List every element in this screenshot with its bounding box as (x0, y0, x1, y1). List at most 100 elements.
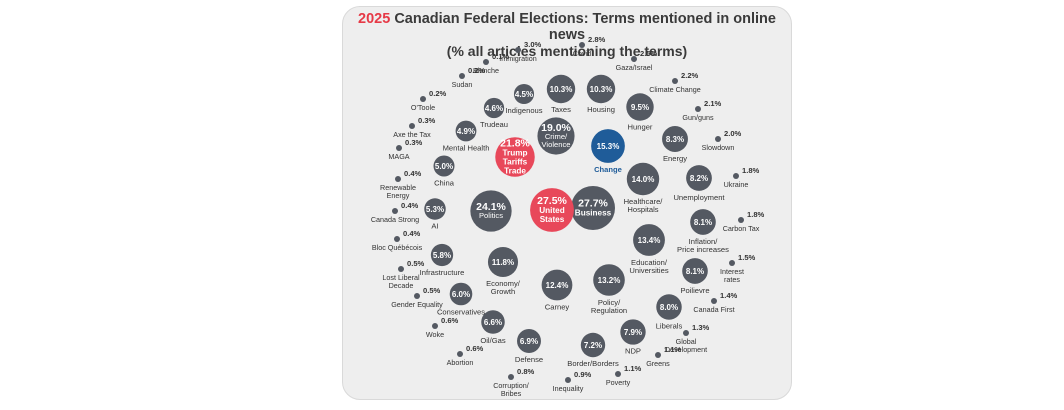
bubble-mark-economy-growth (487, 246, 519, 278)
bubble-value-corruption-bribes: 0.8% (517, 367, 535, 376)
bubble-label-trudeau: Trudeau (480, 120, 508, 129)
bubble-value-maga: 0.3% (405, 138, 423, 147)
bubble-liberals: 8.0% Liberals (656, 294, 683, 331)
bubble-label-o-toole: O'Toole (411, 103, 435, 112)
bubble-label-politics: Politics (479, 211, 503, 220)
bubble-label-oil-gas: Oil/Gas (480, 336, 506, 345)
bubble-label-china: China (434, 178, 455, 187)
bubble-label-mental-health: Mental Health (443, 143, 490, 152)
bubble-gaza-israel: 2.5% Gaza/Israel (616, 49, 658, 72)
bubble-label-crime-violence: Violence (542, 140, 571, 149)
bubble-value-bloc-qu-b-cois: 0.4% (403, 229, 421, 238)
bubble-corruption-bribes: 0.8% Corruption/Bribes (493, 367, 534, 398)
bubble-value-carney: 12.4% (546, 281, 569, 290)
bubble-value-woke: 0.6% (441, 316, 459, 325)
bubble-label-climate-change: Climate Change (649, 85, 701, 94)
bubble-mark-maga (396, 145, 402, 151)
bubble-value-gender-equality: 0.5% (423, 286, 441, 295)
bubble-mark-corruption-bribes (508, 374, 514, 380)
bubble-label-blanche: Blanche (473, 66, 499, 75)
bubble-mark-covid (579, 42, 585, 48)
bubble-hunger: 9.5% Hunger (626, 93, 654, 132)
bubble-value-defense: 6.9% (520, 337, 538, 346)
bubble-value-carbon-tax: 1.8% (747, 210, 765, 219)
bubble-label-immigration: Immigration (499, 54, 537, 63)
bubble-label-infrastructure: Infrastructure (420, 268, 465, 277)
bubble-value-liberals: 8.0% (660, 303, 678, 312)
bubble-mark-gender-equality (414, 293, 420, 299)
bubble-value-blanche: 0.1% (492, 52, 510, 61)
bubble-label-bloc-qu-b-cois: Bloc Québécois (372, 243, 423, 252)
bubble-label-corruption-bribes: Corruption/ (493, 381, 529, 390)
bubble-maga: 0.3% MAGA (388, 138, 422, 161)
bubble-label-carney: Carney (545, 302, 570, 311)
bubble-mark-education-universities (633, 224, 665, 256)
bubble-label-change: Change (594, 165, 622, 174)
bubble-mark-immigration (515, 47, 521, 53)
bubble-mark-blanche (483, 59, 489, 65)
bubble-label-ukraine: Ukraine (724, 180, 749, 189)
bubble-value-taxes: 10.3% (550, 85, 573, 94)
bubble-mark-oil-gas (481, 310, 505, 334)
bubble-value-change: 15.3% (597, 142, 620, 151)
bubble-policy-regulation: 13.2% Policy/Regulation (591, 264, 627, 315)
bubble-label-slowdown: Slowdown (702, 143, 735, 152)
bubble-energy: 8.3% Energy (662, 126, 688, 163)
bubble-mark-lost-liberal-decade (398, 266, 404, 272)
bubble-china: 5.0% China (433, 155, 455, 187)
bubble-mark-axe-the-tax (409, 123, 415, 129)
bubble-canada-first: 1.4% Canada First (693, 291, 737, 314)
bubble-mark-energy (662, 126, 688, 152)
bubble-value-axe-the-tax: 0.3% (418, 116, 436, 125)
bubble-conservatives: 6.0% Conservatives (437, 282, 485, 316)
bubble-label-housing: Housing (587, 105, 615, 114)
bubble-mark-sudan (459, 73, 465, 79)
bubble-gender-equality: 0.5% Gender Equality (391, 286, 443, 309)
bubble-blanche: 0.1% Blanche (473, 52, 510, 75)
chart-title-text: Canadian Federal Elections: Terms mentio… (390, 11, 776, 43)
bubble-o-toole: 0.2% O'Toole (411, 89, 447, 112)
bubble-value-sudan: 0.2% (468, 66, 486, 75)
bubble-value-border-borders: 7.2% (584, 341, 602, 350)
bubble-label-canada-first: Canada First (693, 305, 734, 314)
bubble-label-renewable-energy: Energy (387, 191, 410, 200)
bubble-mark-carney (541, 269, 573, 301)
bubble-label-maga: MAGA (388, 152, 409, 161)
bubble-value-energy: 8.3% (666, 135, 684, 144)
bubble-label-trump-tariffs-trade: Trump (502, 149, 527, 158)
bubble-label-canada-strong: Canada Strong (371, 215, 419, 224)
bubble-ndp: 7.9% NDP (620, 319, 646, 356)
bubble-taxes: 10.3% Taxes (546, 74, 576, 114)
bubble-label-economy-growth: Growth (491, 287, 515, 296)
bubble-label-united-states: States (540, 215, 565, 224)
bubble-mark-inflation-price-increases (690, 209, 716, 235)
bubble-value-economy-growth: 11.8% (492, 258, 514, 267)
bubble-slowdown: 2.0% Slowdown (702, 129, 742, 152)
bubble-value-covid: 2.8% (588, 35, 606, 44)
bubble-indigenous: 4.5% Indigenous (505, 83, 543, 115)
bubble-value-mental-health: 4.9% (457, 127, 475, 136)
bubble-value-slowdown: 2.0% (724, 129, 742, 138)
bubble-label-border-borders: Border/Borders (567, 359, 619, 368)
bubble-value-crime-violence: 19.0% (541, 122, 571, 134)
bubble-label-liberals: Liberals (656, 322, 683, 331)
bubble-value-healthcare-hospitals: 14.0% (632, 175, 655, 184)
bubble-unemployment: 8.2% Unemployment (673, 165, 725, 202)
bubble-value-policy-regulation: 13.2% (598, 276, 621, 285)
bubble-value-hunger: 9.5% (631, 103, 649, 112)
bubble-trudeau: 4.6% Trudeau (480, 97, 508, 129)
bubble-greens: 1.1% Greens (646, 345, 681, 368)
bubble-value-gaza-israel: 2.5% (640, 49, 658, 58)
bubble-mark-carbon-tax (738, 217, 744, 223)
bubble-label-gender-equality: Gender Equality (391, 300, 443, 309)
bubble-label-taxes: Taxes (551, 105, 571, 114)
bubble-label-gaza-israel: Gaza/Israel (616, 63, 653, 72)
bubble-label-economy-growth: Economy/ (486, 279, 521, 288)
bubble-gun-guns: 2.1% Gun/guns (682, 99, 721, 122)
bubble-mark-abortion (457, 351, 463, 357)
bubble-inflation-price-increases: 8.1% Inflation/Price increases (677, 209, 729, 254)
